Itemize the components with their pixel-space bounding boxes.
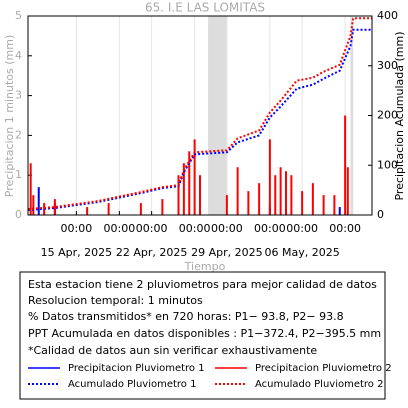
y-tick-label: 3 — [15, 89, 22, 102]
y2-tick-label: 200 — [377, 109, 398, 122]
y2-axis-label: Precipitacion Acumulada (mm) — [393, 31, 406, 200]
x-date-label: 15 Apr, 2025 — [41, 246, 113, 259]
y-tick-label: 5 — [15, 9, 22, 22]
info-line: % Datos transmitidos* en 720 horas: P1− … — [28, 310, 344, 323]
chart-title: 65. I.E LAS LOMITAS — [145, 1, 265, 15]
legend-label: Precipitacion Pluviometro 1 — [68, 363, 205, 374]
y2-tick-label: 0 — [377, 208, 384, 221]
plot-frame — [27, 15, 373, 216]
y-tick-label: 1 — [15, 168, 22, 181]
x-date-label: 29 Apr, 2025 — [191, 246, 263, 259]
legend-label: Precipitacion Pluviometro 2 — [255, 363, 392, 374]
info-box — [19, 271, 386, 400]
x-tick-label: 00:00 — [329, 222, 361, 235]
x-axis-label: Tiempo — [184, 260, 226, 273]
x-tick-label: 00:00 — [136, 222, 168, 235]
y2-tick-label: 300 — [377, 59, 398, 72]
y2-tick-label: 100 — [377, 158, 398, 171]
x-tick-label: 00:00 — [61, 222, 93, 235]
y-tick-label: 0 — [15, 208, 22, 221]
y2-tick-label: 400 — [377, 9, 398, 22]
x-tick-label: 00:00 — [211, 222, 243, 235]
x-tick-label: 00:00 — [104, 222, 136, 235]
info-line: *Calidad de datos aun sin verificar exha… — [28, 344, 317, 357]
info-line: Esta estacion tiene 2 pluviometros para … — [28, 278, 377, 291]
shaded-region — [350, 16, 354, 215]
info-line: Resolucion temporal: 1 minutos — [28, 294, 203, 307]
legend-label: Acumulado Pluviometro 1 — [68, 379, 196, 390]
x-date-label: 06 May, 2025 — [265, 246, 340, 259]
y-tick-label: 4 — [15, 49, 22, 62]
info-line: PPT Acumulada en datos disponibles : P1−… — [28, 327, 381, 340]
x-tick-label: 00:00 — [179, 222, 211, 235]
legend-label: Acumulado Pluviometro 2 — [255, 379, 383, 390]
y-tick-label: 2 — [15, 128, 22, 141]
x-tick-label: 00:00 — [286, 222, 318, 235]
cumulative-line — [27, 17, 372, 211]
y-axis-label: Precipitacion 1 minutos (mm) — [3, 35, 16, 197]
x-tick-label: 00:00 — [254, 222, 286, 235]
shaded-region — [208, 16, 227, 215]
x-date-label: 22 Apr, 2025 — [116, 246, 188, 259]
